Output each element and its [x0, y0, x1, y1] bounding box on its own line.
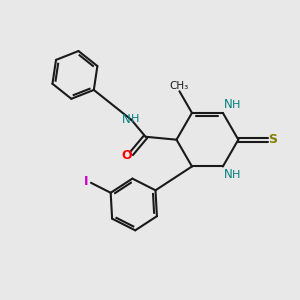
Text: I: I [83, 175, 88, 188]
Text: N: N [224, 98, 233, 111]
Text: CH₃: CH₃ [170, 81, 189, 91]
Text: S: S [268, 133, 278, 146]
Text: H: H [232, 170, 240, 180]
Text: H: H [131, 114, 139, 124]
Text: N: N [122, 113, 130, 126]
Text: O: O [122, 148, 132, 162]
Text: H: H [232, 100, 240, 110]
Text: N: N [224, 168, 233, 181]
